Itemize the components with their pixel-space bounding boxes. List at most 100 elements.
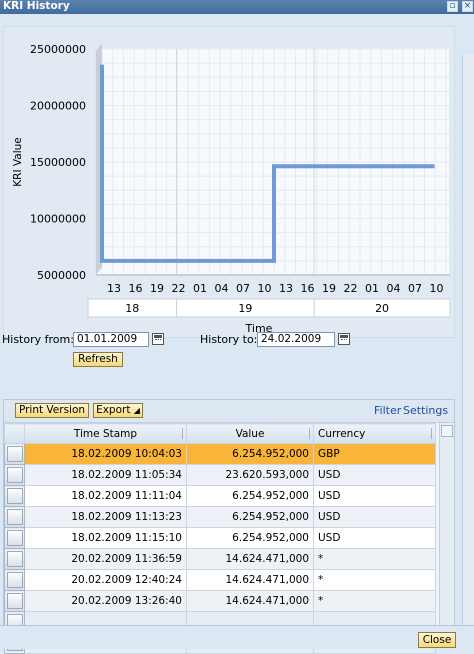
cell-value: 14.624.471,000 — [186, 548, 314, 570]
window-titlebar: KRI History ▫ × — [0, 0, 474, 14]
x-hour-tick-label: 13 — [107, 282, 121, 295]
table-row[interactable]: 20.02.2009 12:40:24 14.624.471,000 * — [4, 569, 436, 591]
x-hour-tick-label: 13 — [279, 282, 293, 295]
row-selector[interactable] — [4, 569, 25, 591]
column-label: Value — [235, 427, 265, 440]
day-row — [87, 298, 451, 318]
table-row[interactable]: 18.02.2009 11:05:34 23.620.593,000 USD — [4, 464, 436, 486]
cell-currency: USD — [313, 506, 436, 528]
cell-timestamp: 20.02.2009 11:36:59 — [24, 548, 187, 570]
row-selector[interactable] — [4, 527, 25, 549]
export-label: Export — [96, 404, 131, 416]
select-all-header[interactable] — [4, 423, 25, 444]
cell-timestamp: 18.02.2009 11:15:10 — [24, 527, 187, 549]
x-hour-tick-label: 07 — [236, 282, 250, 295]
cell-timestamp: 18.02.2009 11:05:34 — [24, 464, 187, 486]
print-version-button[interactable]: Print Version — [15, 403, 89, 418]
cell-timestamp: 20.02.2009 12:40:24 — [24, 569, 187, 591]
scroll-up-icon[interactable] — [441, 425, 453, 437]
column-header-value[interactable]: Value — [186, 423, 314, 444]
y-tick-label: 15000000 — [30, 156, 86, 169]
history-table-panel: Print Version Export ◢ Filter Settings T… — [3, 399, 455, 654]
x-hour-tick-label: 01 — [365, 282, 379, 295]
settings-link[interactable]: Settings — [403, 404, 449, 417]
x-hour-tick-label: 19 — [150, 282, 164, 295]
table-row[interactable]: 18.02.2009 10:04:03 6.254.952,000 GBP — [4, 443, 436, 465]
cell-value: 6.254.952,000 — [186, 485, 314, 507]
history-from-label: History from: — [2, 333, 74, 346]
table-header-row: Time Stamp Value Currency — [4, 423, 436, 444]
table-toolbar: Print Version Export ◢ Filter Settings — [4, 400, 454, 423]
column-header-currency[interactable]: Currency — [313, 423, 436, 444]
table-row[interactable]: 18.02.2009 11:15:10 6.254.952,000 USD — [4, 527, 436, 549]
x-hour-tick-label: 04 — [387, 282, 401, 295]
history-to-label: History to: — [200, 333, 258, 346]
cell-currency: USD — [313, 485, 436, 507]
cell-value: 23.620.593,000 — [186, 464, 314, 486]
popup-frame: 25000000 20000000 15000000 10000000 5000000 K… — [0, 14, 474, 654]
column-separator — [431, 428, 432, 439]
y-axis-label: KRI Value — [12, 137, 24, 186]
cell-value: 14.624.471,000 — [186, 569, 314, 591]
triangle-down-icon: ◢ — [133, 406, 140, 415]
cell-currency: USD — [313, 464, 436, 486]
x-hour-tick-label: 16 — [129, 282, 143, 295]
row-selector[interactable] — [4, 464, 25, 486]
cell-currency: * — [313, 548, 436, 570]
x-hour-tick-label: 22 — [344, 282, 358, 295]
calendar-to-icon[interactable] — [338, 333, 350, 345]
kri-history-chart: 25000000 20000000 15000000 10000000 5000000 K… — [12, 43, 451, 335]
x-hour-tick-label: 22 — [172, 282, 186, 295]
cell-currency: * — [313, 569, 436, 591]
x-hour-tick-label: 16 — [301, 282, 315, 295]
table-row[interactable]: 20.02.2009 13:26:40 14.624.471,000 * — [4, 590, 436, 612]
maximize-icon[interactable]: ▫ — [447, 1, 458, 12]
close-icon[interactable]: × — [462, 1, 473, 12]
popup-footer: Close — [0, 625, 474, 649]
x-axis-label: Time — [245, 322, 273, 335]
cell-currency: * — [313, 590, 436, 612]
calendar-from-icon[interactable] — [152, 333, 164, 345]
x-hour-tick-label: 10 — [430, 282, 444, 295]
table-row[interactable]: 20.02.2009 11:36:59 14.624.471,000 * — [4, 548, 436, 570]
row-selector[interactable] — [4, 506, 25, 528]
export-button[interactable]: Export ◢ — [93, 403, 143, 418]
column-header-timestamp[interactable]: Time Stamp — [24, 423, 187, 444]
filter-link[interactable]: Filter — [374, 404, 402, 417]
window-title: KRI History — [3, 0, 70, 12]
x-day-label: 20 — [375, 302, 389, 315]
refresh-button[interactable]: Refresh — [73, 352, 123, 367]
cell-timestamp: 20.02.2009 13:26:40 — [24, 590, 187, 612]
history-from-input[interactable] — [73, 332, 149, 347]
x-hour-tick-label: 01 — [193, 282, 207, 295]
cell-value: 6.254.952,000 — [186, 506, 314, 528]
row-selector[interactable] — [4, 548, 25, 570]
column-label: Time Stamp — [73, 427, 138, 440]
y-tick-label: 10000000 — [30, 213, 86, 226]
row-selector[interactable] — [4, 443, 25, 465]
close-button[interactable]: Close — [418, 632, 456, 648]
page-vertical-scrollbar[interactable] — [462, 54, 474, 634]
cell-timestamp: 18.02.2009 11:11:04 — [24, 485, 187, 507]
cell-value: 14.624.471,000 — [186, 590, 314, 612]
cell-currency: GBP — [313, 443, 436, 465]
chart-panel: 25000000 20000000 15000000 10000000 5000000 K… — [3, 26, 455, 338]
row-selector[interactable] — [4, 485, 25, 507]
y-tick-label: 25000000 — [30, 43, 86, 56]
cell-timestamp: 18.02.2009 10:04:03 — [24, 443, 187, 465]
x-day-label: 19 — [238, 302, 252, 315]
x-hour-tick-label: 07 — [408, 282, 422, 295]
y-tick-label: 5000000 — [37, 269, 86, 282]
row-selector[interactable] — [4, 590, 25, 612]
x-hour-tick-label: 04 — [215, 282, 229, 295]
cell-value: 6.254.952,000 — [186, 443, 314, 465]
x-day-label: 18 — [125, 302, 139, 315]
table-row[interactable]: 18.02.2009 11:13:23 6.254.952,000 USD — [4, 506, 436, 528]
column-label: Currency — [318, 427, 366, 440]
history-to-input[interactable] — [257, 332, 335, 347]
table-row[interactable]: 18.02.2009 11:11:04 6.254.952,000 USD — [4, 485, 436, 507]
cell-timestamp: 18.02.2009 11:13:23 — [24, 506, 187, 528]
table-vertical-scrollbar[interactable] — [439, 423, 454, 635]
x-hour-tick-label: 19 — [322, 282, 336, 295]
y-tick-label: 20000000 — [30, 100, 86, 113]
